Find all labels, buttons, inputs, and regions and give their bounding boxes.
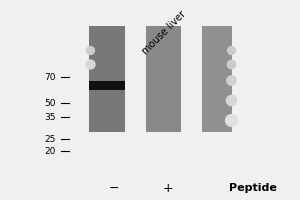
Point xyxy=(229,98,233,102)
Bar xyxy=(88,80,124,90)
Text: mouse liver: mouse liver xyxy=(140,9,188,56)
Text: 20: 20 xyxy=(44,146,56,156)
Point xyxy=(229,78,233,82)
Bar xyxy=(202,26,232,132)
Point xyxy=(229,62,233,66)
Text: −: − xyxy=(109,182,119,194)
Text: Peptide: Peptide xyxy=(230,183,278,193)
Text: 35: 35 xyxy=(44,112,56,121)
Point xyxy=(88,62,92,66)
Point xyxy=(229,48,233,52)
Bar xyxy=(146,26,182,132)
Text: 50: 50 xyxy=(44,98,56,108)
Text: 25: 25 xyxy=(44,134,56,144)
Text: 70: 70 xyxy=(44,72,56,82)
Bar xyxy=(88,26,124,132)
Point xyxy=(229,118,233,122)
Point xyxy=(88,48,92,52)
Text: +: + xyxy=(163,182,173,194)
